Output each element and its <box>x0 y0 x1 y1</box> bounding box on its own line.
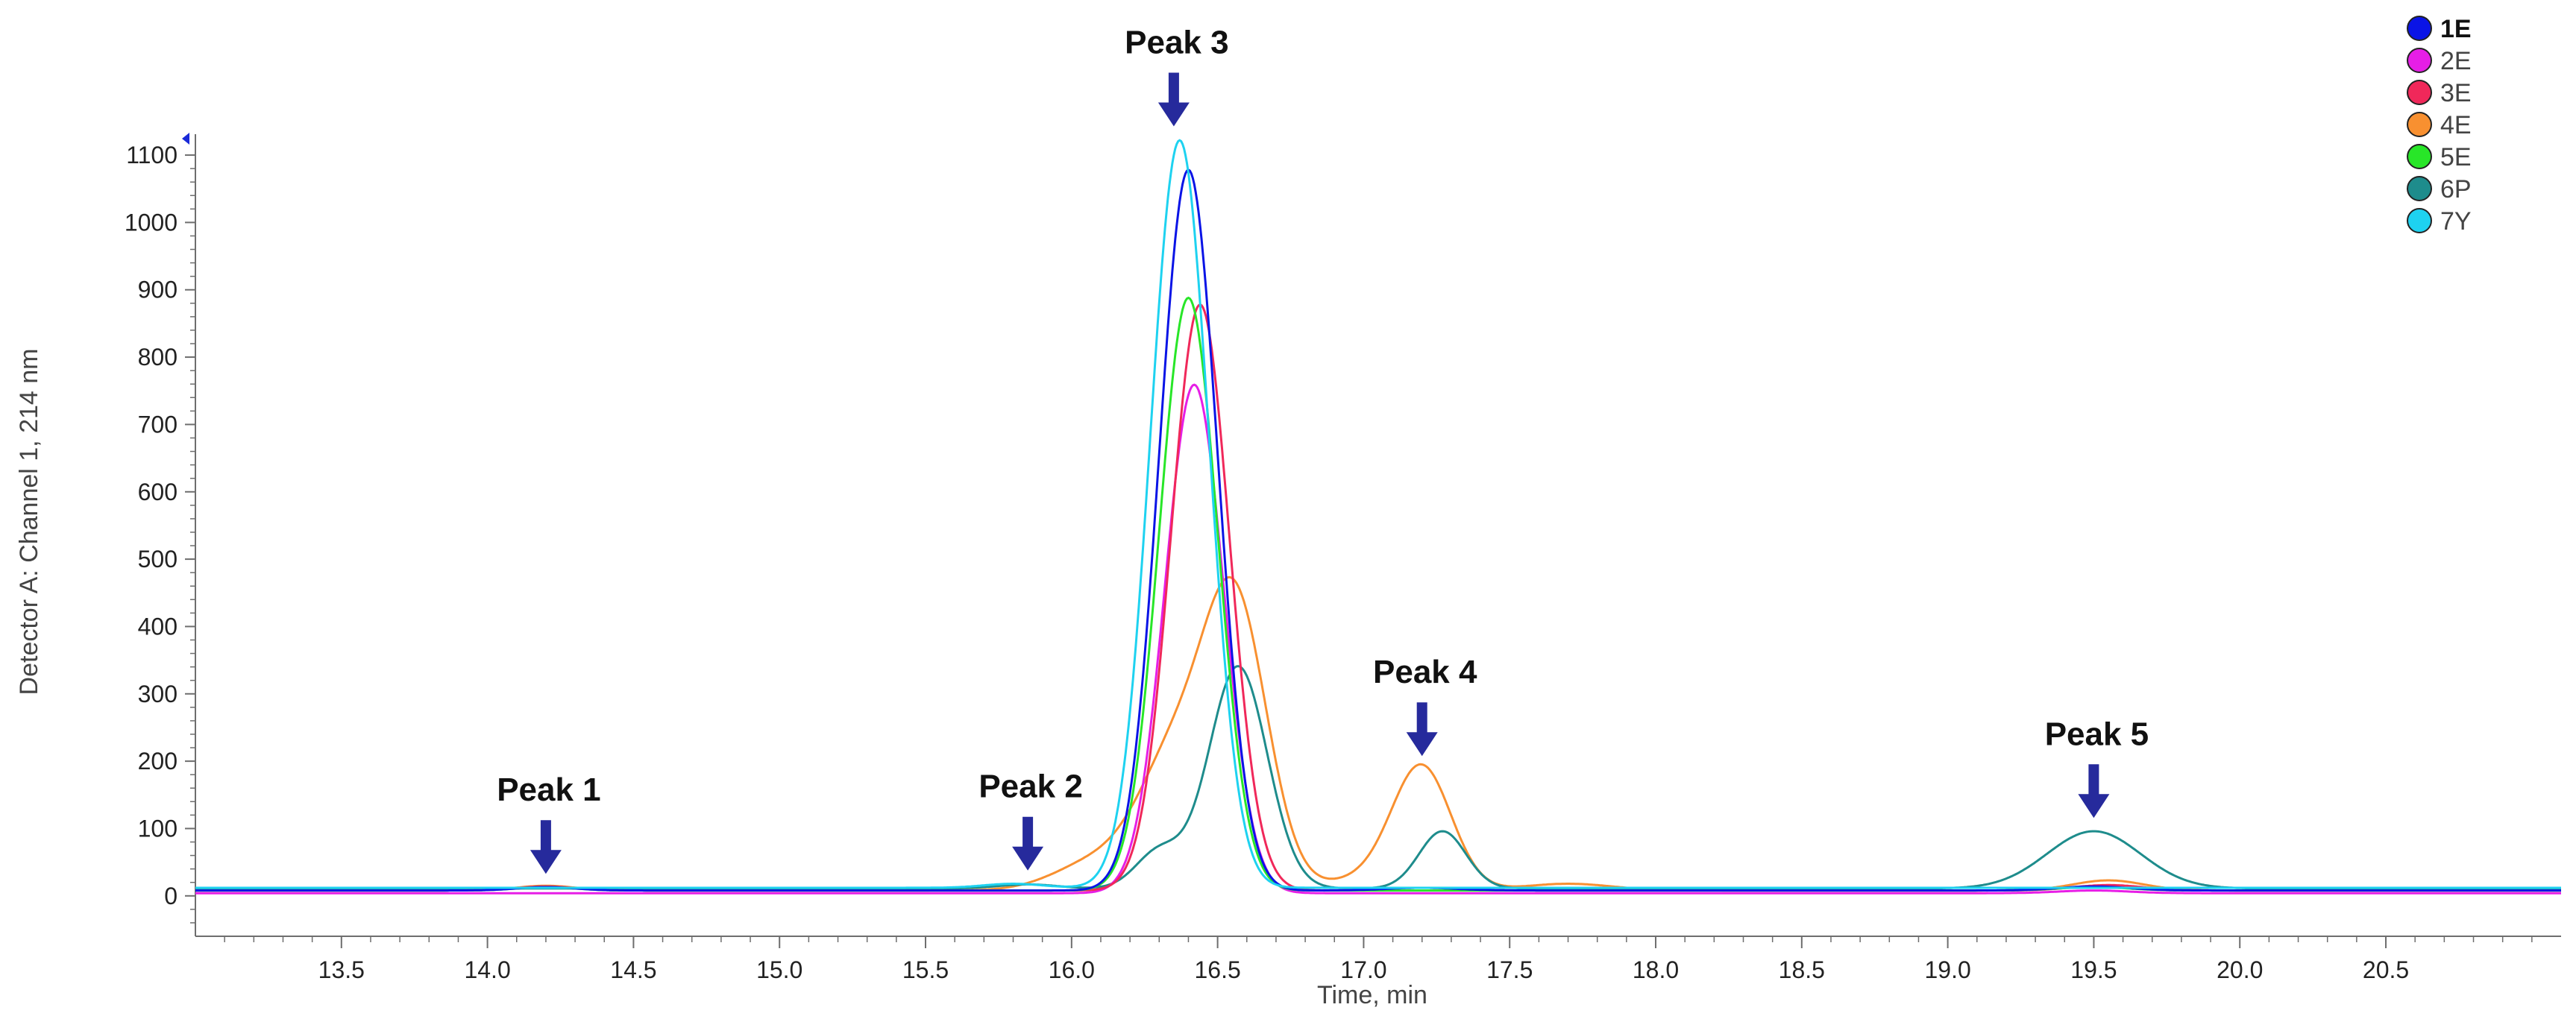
legend-swatch <box>2407 16 2432 41</box>
x-tick-label: 19.5 <box>2070 956 2117 983</box>
peak-annotation: Peak 3 <box>1125 24 1229 127</box>
y-tick-label: 300 <box>138 681 178 707</box>
series-line-2E <box>195 383 2561 895</box>
y-tick-label: 500 <box>138 546 178 572</box>
x-tick-label: 15.5 <box>902 956 949 983</box>
legend-item: 4E <box>2407 111 2472 139</box>
peak-label: Peak 5 <box>2045 716 2149 752</box>
legend-item: 5E <box>2407 143 2472 171</box>
y-tick-label: 200 <box>138 748 178 775</box>
y-tick-label: 0 <box>164 883 178 909</box>
legend-label: 2E <box>2440 47 2472 75</box>
legend-label: 5E <box>2440 143 2472 171</box>
down-arrow-icon <box>1012 816 1044 871</box>
legend-swatch <box>2407 112 2432 137</box>
series-line-1E <box>195 168 2561 892</box>
peak-label: Peak 4 <box>1373 654 1477 690</box>
x-tick-label: 18.5 <box>1779 956 1825 983</box>
x-tick-label: 19.0 <box>1924 956 1970 983</box>
y-tick-label: 700 <box>138 411 178 438</box>
legend-item: 6P <box>2407 175 2472 204</box>
legend: 1E 2E 3E 4E 5E 6P 7Y <box>2407 15 2472 236</box>
axis-marker-icon <box>182 133 189 145</box>
peak-annotation: Peak 1 <box>497 772 601 874</box>
down-arrow-icon <box>1406 702 1438 757</box>
legend-swatch <box>2407 80 2432 105</box>
x-tick-label: 16.5 <box>1194 956 1240 983</box>
legend-item: 3E <box>2407 79 2472 107</box>
x-axis-title: Time, min <box>1317 981 1427 1009</box>
peak-annotation: Peak 2 <box>978 769 1083 871</box>
legend-swatch <box>2407 176 2432 201</box>
peak-annotation: Peak 4 <box>1373 654 1477 757</box>
legend-swatch <box>2407 144 2432 169</box>
x-tick-label: 16.0 <box>1049 956 1095 983</box>
legend-label: 3E <box>2440 79 2472 107</box>
legend-item: 2E <box>2407 47 2472 75</box>
x-tick-label: 15.0 <box>756 956 802 983</box>
legend-label: 4E <box>2440 111 2472 139</box>
series-line-7Y <box>195 139 2561 889</box>
legend-swatch <box>2407 208 2432 233</box>
legend-label: 1E <box>2440 15 2472 43</box>
legend-item: 7Y <box>2407 207 2472 236</box>
x-tick-label: 14.0 <box>464 956 510 983</box>
peak-label: Peak 3 <box>1125 24 1228 60</box>
y-axis-title: Detector A: Channel 1, 214 nm <box>15 349 43 695</box>
y-tick-label: 1100 <box>126 142 178 168</box>
x-tick-label: 14.5 <box>610 956 656 983</box>
legend-label: 7Y <box>2440 207 2472 236</box>
y-tick-label: 900 <box>138 277 178 303</box>
down-arrow-icon <box>1157 72 1190 127</box>
x-tick-label: 18.0 <box>1633 956 1679 983</box>
x-tick-label: 20.0 <box>2217 956 2263 983</box>
y-tick-label: 600 <box>138 479 178 505</box>
x-tick-label: 13.5 <box>318 956 365 983</box>
down-arrow-icon <box>2078 764 2110 818</box>
legend-swatch <box>2407 48 2432 73</box>
x-tick-label: 17.5 <box>1486 956 1533 983</box>
x-tick-label: 17.0 <box>1340 956 1386 983</box>
y-tick-label: 1000 <box>125 209 178 236</box>
y-tick-label: 400 <box>138 613 178 640</box>
axes-layer: 13.5 14.0 14.5 15.0 15.5 16.0 16.5 17.0 17.5 18.0… <box>125 133 2561 983</box>
peak-label: Peak 2 <box>978 769 1082 805</box>
y-tick-label: 100 <box>138 815 178 842</box>
legend-label: 6P <box>2440 175 2472 204</box>
y-tick-label: 800 <box>138 344 178 370</box>
annotation-layer: Peak 1 Peak 2 Peak 3 Peak 4 Peak 5 <box>497 24 2149 874</box>
x-tick-label: 20.5 <box>2363 956 2409 983</box>
peak-annotation: Peak 5 <box>2045 716 2149 818</box>
series-layer <box>195 139 2561 895</box>
peak-label: Peak 1 <box>497 772 600 808</box>
down-arrow-icon <box>530 820 562 874</box>
legend-item: 1E <box>2407 15 2472 43</box>
